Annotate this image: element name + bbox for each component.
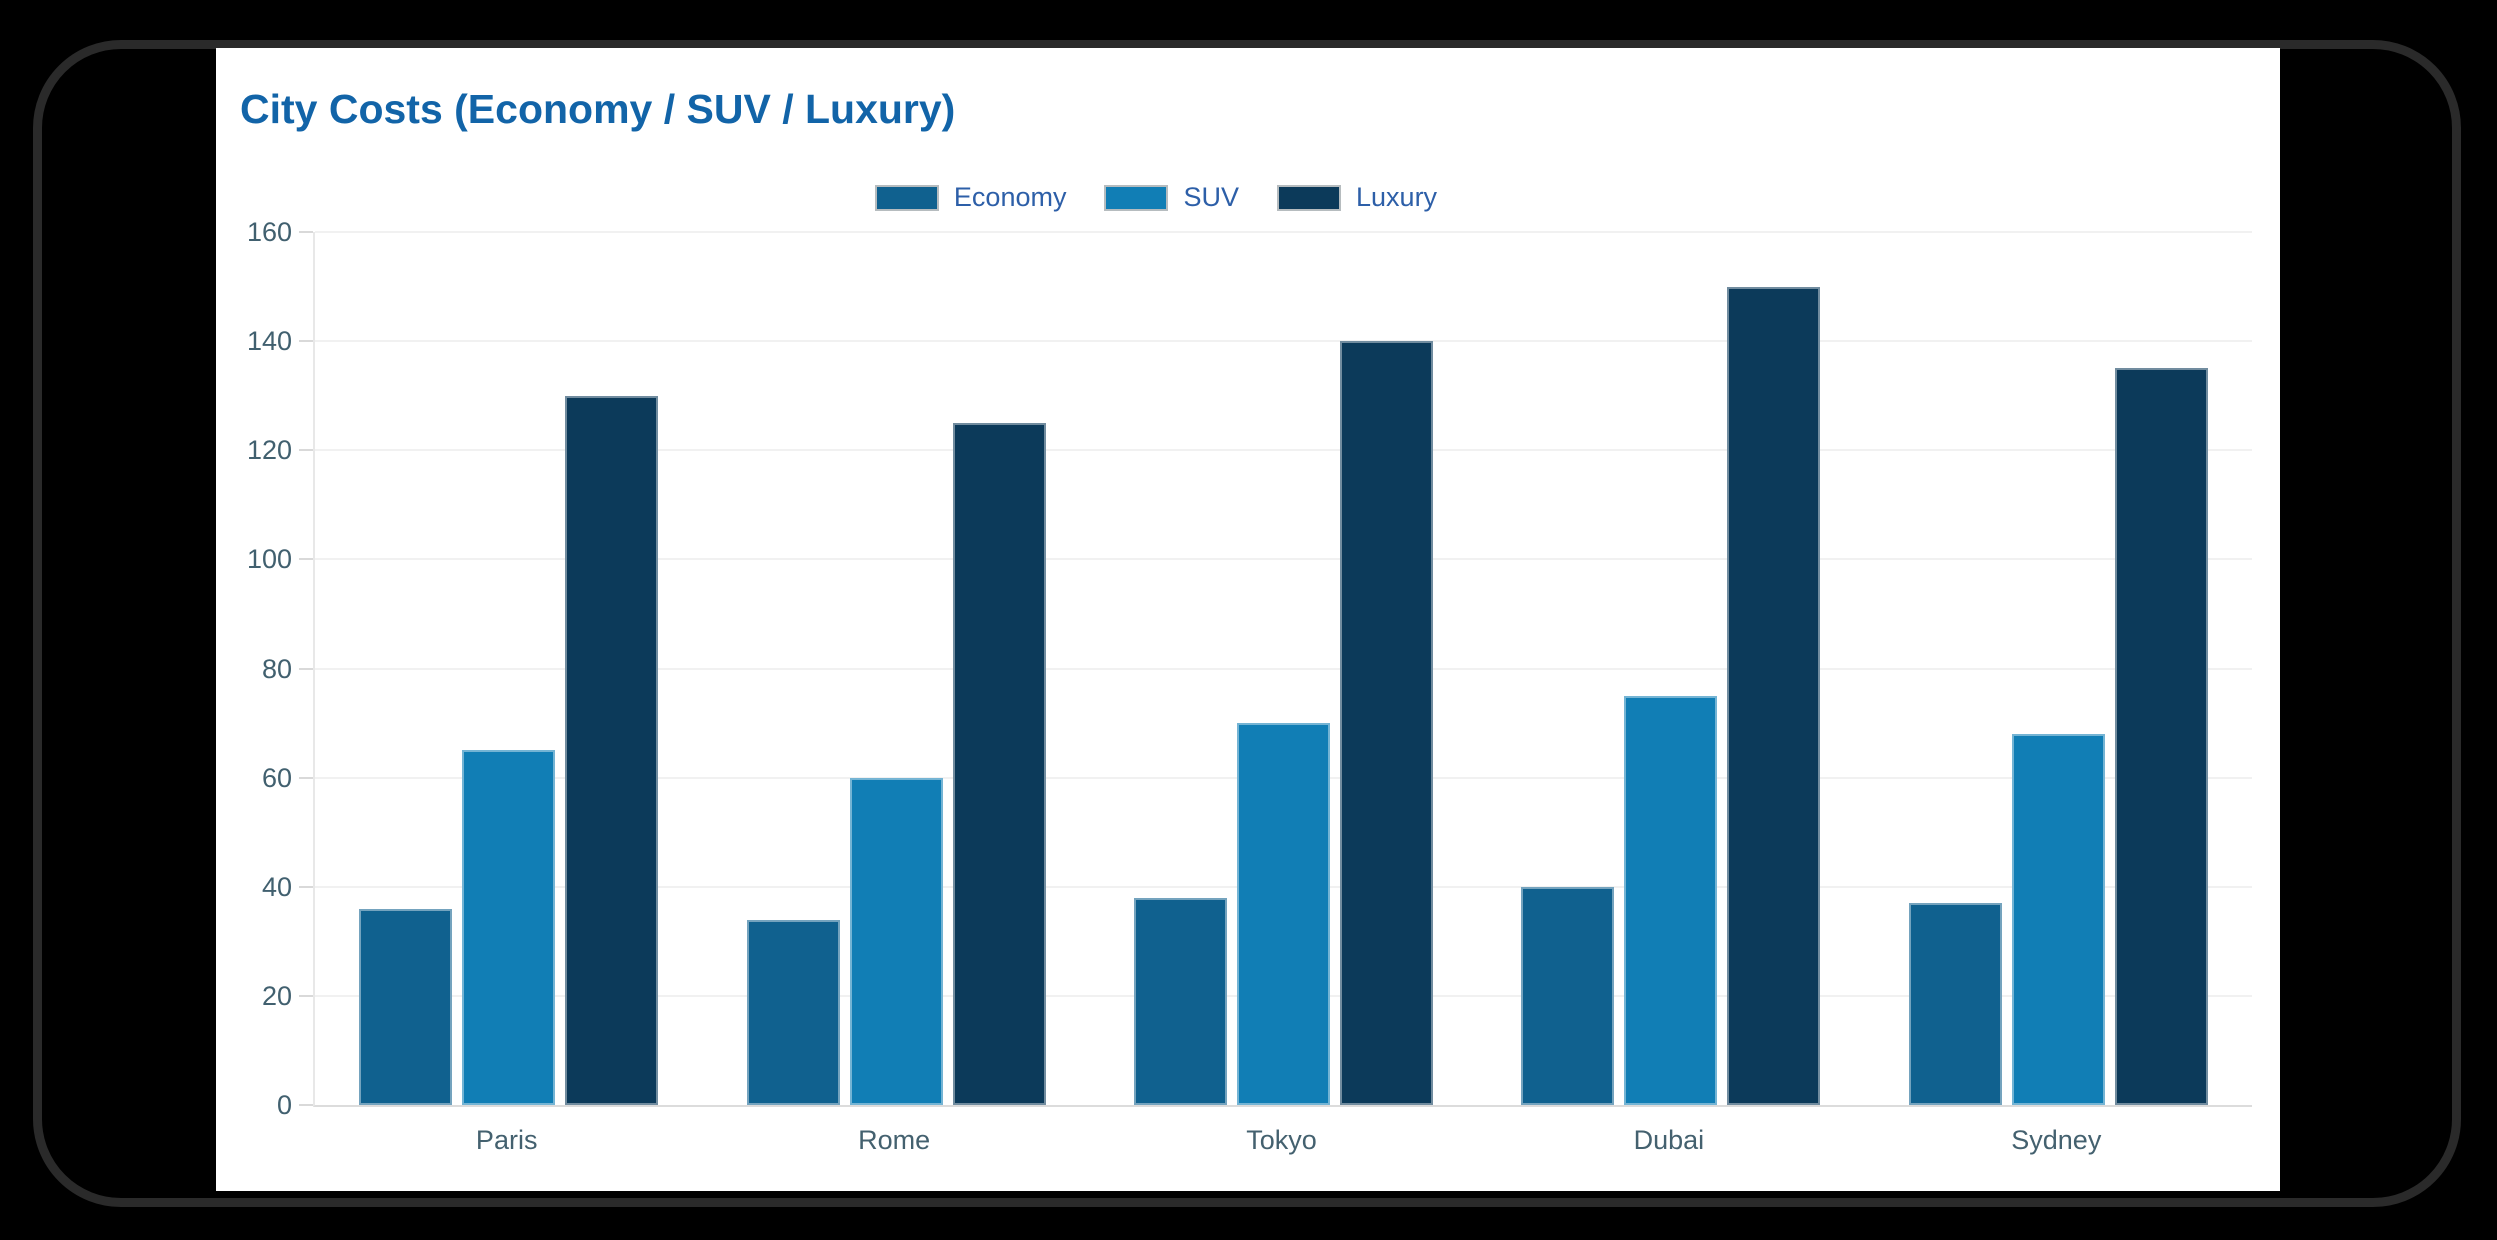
legend-label-suv: SUV <box>1183 182 1240 212</box>
gridline-y160 <box>315 231 2252 233</box>
legend-label-economy: Economy <box>953 182 1067 212</box>
window-frame-outline <box>33 40 2461 1207</box>
legend-label-luxury: Luxury <box>1356 182 1438 212</box>
y-tick-mark-100 <box>299 558 313 561</box>
y-tick-label-80: 80 <box>261 653 292 684</box>
y-tick-mark-140 <box>299 340 313 343</box>
bar-economy-rome[interactable] <box>746 919 840 1105</box>
bar-luxury-tokyo[interactable] <box>1340 341 1433 1105</box>
x-category-label-sydney: Sydney <box>2011 1125 2102 1155</box>
x-category-label-paris: Paris <box>475 1125 538 1155</box>
x-category-label-tokyo: Tokyo <box>1246 1125 1317 1155</box>
legend-item-suv[interactable]: SUV <box>1104 184 1239 211</box>
plot-area <box>299 231 2252 1107</box>
legend-item-economy[interactable]: Economy <box>874 182 1067 212</box>
chart-card: City Costs (Economy / SUV / Luxury) Econ… <box>216 48 2280 1191</box>
bar-luxury-rome[interactable] <box>952 422 1046 1105</box>
legend-swatch-luxury <box>1277 184 1342 211</box>
y-tick-label-20: 20 <box>261 980 292 1011</box>
y-tick-mark-20 <box>299 994 313 997</box>
bar-suv-rome[interactable] <box>849 777 943 1105</box>
legend-swatch-suv <box>1104 184 1169 211</box>
gridline-y100 <box>315 558 2252 561</box>
y-tick-label-100: 100 <box>246 544 292 575</box>
y-tick-mark-40 <box>299 885 313 888</box>
y-tick-label-0: 0 <box>276 1090 292 1120</box>
bar-economy-sydney[interactable] <box>1908 903 2002 1105</box>
bar-economy-tokyo[interactable] <box>1134 897 1227 1105</box>
bar-luxury-paris[interactable] <box>565 395 659 1105</box>
y-tick-label-120: 120 <box>246 435 292 466</box>
bar-economy-dubai[interactable] <box>1521 886 1615 1105</box>
y-tick-mark-80 <box>299 667 313 670</box>
y-tick-label-40: 40 <box>261 871 292 902</box>
chart-title: City Costs (Economy / SUV / Luxury) <box>240 86 956 132</box>
bar-suv-tokyo[interactable] <box>1237 723 1330 1105</box>
y-tick-label-60: 60 <box>261 762 292 793</box>
gridline-y120 <box>315 449 2252 452</box>
legend-item-luxury[interactable]: Luxury <box>1277 184 1437 211</box>
gridline-y80 <box>315 667 2252 670</box>
legend: Economy SUV Luxury <box>124 184 2188 211</box>
y-tick-mark-0 <box>299 1104 313 1106</box>
y-tick-mark-160 <box>299 231 313 233</box>
legend-swatch-economy <box>874 184 939 211</box>
x-category-label-dubai: Dubai <box>1633 1125 1705 1155</box>
gridline-y140 <box>315 340 2252 343</box>
bar-luxury-sydney[interactable] <box>2114 368 2208 1105</box>
bar-suv-sydney[interactable] <box>2011 733 2105 1105</box>
bar-suv-paris[interactable] <box>462 750 556 1105</box>
bar-economy-paris[interactable] <box>359 908 453 1105</box>
y-tick-label-140: 140 <box>246 326 292 357</box>
bar-suv-dubai[interactable] <box>1624 695 1718 1105</box>
bar-luxury-dubai[interactable] <box>1727 286 1821 1105</box>
x-category-label-rome: Rome <box>858 1125 931 1155</box>
y-tick-mark-60 <box>299 776 313 779</box>
y-tick-mark-120 <box>299 449 313 452</box>
y-tick-label-160: 160 <box>246 217 292 247</box>
